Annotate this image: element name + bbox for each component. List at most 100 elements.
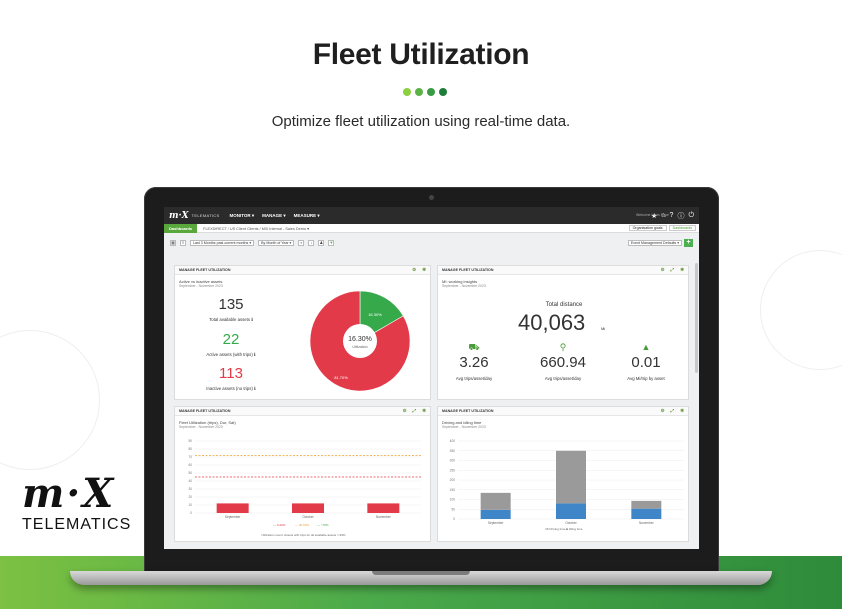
nav-manage[interactable]: MANAGE ▾ xyxy=(262,212,286,218)
y-tick-label: 50 xyxy=(451,507,455,511)
car-icon: ⛟ xyxy=(468,342,480,352)
brand-telematics: TELEMATICS xyxy=(22,516,132,533)
utilization-chart-widget: MANAGE FLEET UTILIZATION ⚙ ⤢ ✱ Fleet Utili… xyxy=(174,406,431,542)
breadcrumb-bar: Dashboards FLEXDIRECT / US Client Client… xyxy=(164,223,699,233)
y-tick-label: 60 xyxy=(188,463,192,467)
inactive-assets-label: Inactive assets (no trips) ℹ xyxy=(206,386,256,391)
expand-icon[interactable]: ⤢ xyxy=(670,408,675,413)
gear-icon[interactable]: ✱ xyxy=(680,408,684,413)
group-select[interactable]: By Month of Year ▾ xyxy=(258,239,295,246)
stacked-bar-segment xyxy=(556,450,586,504)
utilization-bar-chart: 0 10 20 30 40 50 60 70 80 90 September October Novem… xyxy=(188,439,421,527)
distance-widget: MANAGE FLEET UTILIZATION ⚙ ⤢ ✱ MI: working… xyxy=(437,265,689,400)
dot xyxy=(403,88,411,96)
dot xyxy=(439,88,447,96)
y-tick-label: 100 xyxy=(450,498,456,502)
power-icon[interactable]: ⏻ xyxy=(688,211,694,219)
stacked-bar-segment xyxy=(480,492,511,510)
top-navigation: m·X TELEMATICS MONITOR ▾ MANAGE ▾ MEASUR… xyxy=(164,207,699,224)
dashboards-button[interactable]: Dashboards xyxy=(668,225,696,231)
nav-monitor[interactable]: MONITOR ▾ xyxy=(229,212,255,218)
widget-subtitle: Fleet Utilization (trips), Dur, Sat) xyxy=(179,420,236,425)
y-tick-label: 30 xyxy=(188,487,192,491)
settings-icon[interactable]: ⚙ xyxy=(402,408,407,413)
dot xyxy=(415,88,423,96)
y-tick-label: 80 xyxy=(188,447,192,451)
brand-logo: m·X TELEMATICS xyxy=(22,472,131,534)
legend-item: — >70% xyxy=(317,523,329,527)
widget-title: MANAGE FLEET UTILIZATION xyxy=(179,409,231,413)
widget-period: September - November 2023 xyxy=(442,284,486,288)
utilization-widget: MANAGE FLEET UTILIZATION ⚙ ✱ Active vs in… xyxy=(174,265,431,400)
settings-icon[interactable]: ⚙ xyxy=(660,267,665,272)
legend-item: — 30-59% xyxy=(295,523,310,527)
dashboards-tab[interactable]: Dashboards xyxy=(164,223,198,233)
road-icon: ▲ xyxy=(641,342,651,352)
event-select[interactable]: Event Management Defaults ▾ xyxy=(627,239,682,246)
list-view-icon[interactable]: ≡ xyxy=(180,239,186,246)
y-tick-label: 0 xyxy=(453,517,455,521)
org-goals-button[interactable]: Organisation goals xyxy=(628,225,667,231)
download-icon[interactable]: ↓ xyxy=(308,239,315,246)
y-tick-label: 40 xyxy=(188,479,192,483)
y-tick-label: 350 xyxy=(450,449,456,453)
nav-measure[interactable]: MEASURE ▾ xyxy=(293,212,320,218)
idling-chart-legend: Mi Driving time ■ Idling time xyxy=(545,527,583,531)
home-icon[interactable]: ⌂ xyxy=(661,212,666,219)
star-icon[interactable]: ★ xyxy=(651,212,658,220)
total-assets-value: 135 xyxy=(218,296,244,313)
y-tick-label: 200 xyxy=(450,478,456,482)
bar-october xyxy=(292,503,324,513)
grid-view-icon[interactable]: ▦ xyxy=(170,239,176,246)
dashboard-toolbar: ▦ ≡ Last 3 Months past current months ▾ … xyxy=(164,236,699,249)
expand-icon[interactable]: ⤢ xyxy=(412,408,417,413)
gear-icon[interactable]: ✱ xyxy=(680,267,684,272)
widget-title: MANAGE FLEET UTILIZATION xyxy=(442,409,494,413)
widget-header: MANAGE FLEET UTILIZATION ⚙ ✱ xyxy=(175,266,430,275)
gear-icon[interactable]: ✱ xyxy=(422,408,426,413)
donut-center-value: 16.30% xyxy=(348,336,372,343)
x-tick-label: October xyxy=(565,521,577,525)
save-icon[interactable]: ▪ xyxy=(298,239,305,246)
slice-inactive-label: 81.70% xyxy=(334,375,348,380)
user-name[interactable]: Louis Pope xyxy=(651,213,669,217)
app-logo[interactable]: m·X xyxy=(169,210,189,221)
bar-september xyxy=(216,503,249,513)
period-select[interactable]: Last 3 Months past current months ▾ xyxy=(190,239,255,246)
expand-icon[interactable]: ⤢ xyxy=(670,267,675,272)
widget-period: September - November 2023 xyxy=(179,425,223,429)
user-icon[interactable]: ♟ xyxy=(318,239,325,246)
app-logo-sub: TELEMATICS xyxy=(191,213,220,218)
filter-icon[interactable]: ▼ xyxy=(328,239,335,246)
y-tick-label: 70 xyxy=(188,455,192,459)
add-widget-button[interactable]: + xyxy=(684,238,693,247)
help-icon[interactable]: ? xyxy=(669,212,674,219)
info-icon[interactable]: ⓘ xyxy=(677,212,685,220)
utilization-donut-chart: 16.30% Utilization 16.30% 81.70% xyxy=(309,290,411,392)
title-dots xyxy=(403,88,447,96)
widget-title: MANAGE FLEET UTILIZATION xyxy=(442,268,494,272)
idling-stacked-chart: 0 50 100 150 200 250 300 350 400 September October… xyxy=(450,439,684,525)
gear-icon[interactable]: ✱ xyxy=(422,267,426,272)
total-distance-value: 40,063 xyxy=(518,310,586,335)
legend-item: — 0-29% xyxy=(273,523,286,527)
kpi-label-3: Avg Mi/trip by asset xyxy=(627,376,665,381)
settings-icon[interactable]: ⚙ xyxy=(660,408,665,413)
laptop-frame: m·X TELEMATICS MONITOR ▾ MANAGE ▾ MEASUR… xyxy=(144,187,719,573)
widget-period: September - November 2023 xyxy=(179,284,223,288)
camera xyxy=(429,195,434,200)
laptop-base xyxy=(70,571,772,585)
scrollbar[interactable] xyxy=(695,263,698,373)
y-tick-label: 400 xyxy=(450,439,456,443)
widget-title: MANAGE FLEET UTILIZATION xyxy=(179,268,231,272)
map-pin-icon: ⚲ xyxy=(559,342,567,352)
user-info: Welcome Louis Pope xyxy=(636,213,669,217)
inactive-assets-value: 113 xyxy=(219,365,243,382)
widget-period: September - November 2023 xyxy=(442,425,486,429)
page-subtitle: Optimize fleet utilization using real-ti… xyxy=(271,113,571,130)
x-tick-label: November xyxy=(639,521,655,525)
breadcrumb[interactable]: FLEXDIRECT / US Client Clients / MiX Int… xyxy=(203,226,309,231)
settings-icon[interactable]: ⚙ xyxy=(412,267,417,272)
laptop-notch xyxy=(372,571,470,575)
total-assets-label: Total available assets ℹ xyxy=(209,317,253,322)
